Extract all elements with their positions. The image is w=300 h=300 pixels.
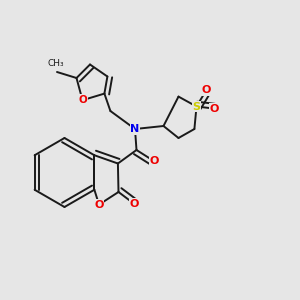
Text: CH₃: CH₃: [47, 59, 64, 68]
Text: O: O: [130, 199, 139, 209]
Text: O: O: [210, 103, 219, 114]
Text: O: O: [94, 200, 104, 210]
Text: N: N: [130, 124, 140, 134]
Text: O: O: [202, 85, 211, 95]
Text: O: O: [78, 95, 87, 105]
Text: O: O: [150, 156, 159, 167]
Text: S: S: [193, 101, 200, 112]
